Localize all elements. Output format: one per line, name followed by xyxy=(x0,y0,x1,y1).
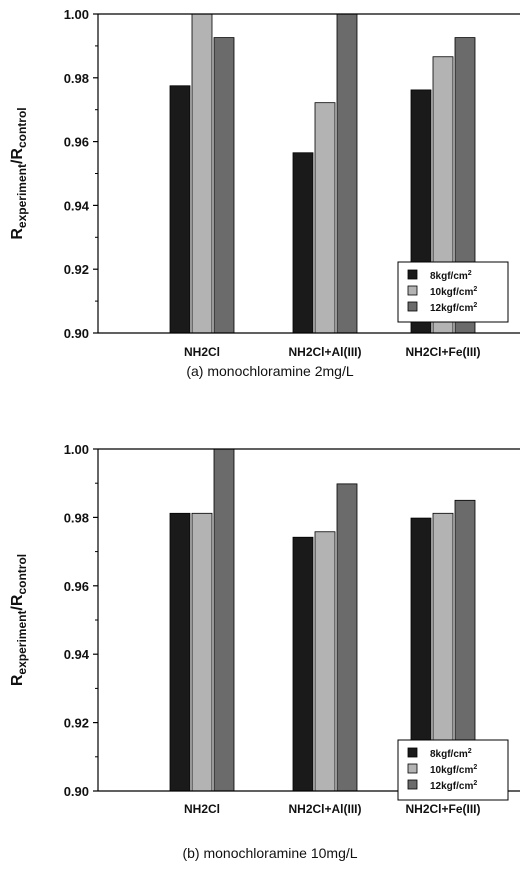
y-axis-label-part: /R xyxy=(9,594,26,610)
x-tick-label: NH2Cl+Al(III) xyxy=(288,802,361,816)
bar-nh2cl-al-iii--series2 xyxy=(314,102,336,334)
legend-label: 10kgf/cm2 xyxy=(430,764,477,776)
y-tick-label: 0.94 xyxy=(64,647,90,662)
legend-swatch xyxy=(407,763,418,774)
legend-label: 8kgf/cm2 xyxy=(430,748,472,760)
y-axis-label-part: control xyxy=(15,554,29,595)
y-tick-label: 0.94 xyxy=(64,198,90,213)
y-tick-label: 0.90 xyxy=(64,326,89,341)
x-tick-label: NH2Cl xyxy=(184,802,220,816)
legend-swatch xyxy=(407,301,418,312)
bar-nh2cl-series2 xyxy=(191,512,213,792)
legend-swatch xyxy=(407,779,418,790)
x-tick-label: NH2Cl+Fe(III) xyxy=(405,345,480,359)
chart-2: NH2Cl NH2Cl+Al(III) NH2Cl+Fe(III) 0.90 0.92 0… xyxy=(9,442,520,861)
legend-swatch xyxy=(407,747,418,758)
x-tick-label: NH2Cl+Fe(III) xyxy=(405,802,480,816)
bar-nh2cl-al-iii--series1 xyxy=(292,152,314,334)
bar-nh2cl-series1 xyxy=(169,512,191,792)
legend-label: 12kgf/cm2 xyxy=(430,780,477,792)
legend-label-superscript: 2 xyxy=(473,780,477,787)
y-axis-label-part: control xyxy=(15,107,29,148)
y-axis-label-part: R xyxy=(9,228,26,240)
x-tick-label: NH2Cl xyxy=(184,345,220,359)
y-tick-label: 1.00 xyxy=(64,442,89,457)
y-axis-label: Rexperiment/Rcontrol xyxy=(9,554,29,686)
legend-label-superscript: 2 xyxy=(473,286,477,293)
y-tick-label: 0.92 xyxy=(64,262,89,277)
y-axis-label: Rexperiment/Rcontrol xyxy=(9,107,29,239)
y-axis-label-part: R xyxy=(9,674,26,686)
legend-label-text: 10kgf/cm xyxy=(430,765,473,776)
legend-swatch xyxy=(407,269,418,280)
bar-nh2cl-al-iii--series1 xyxy=(292,536,314,792)
legend-label-text: 8kgf/cm xyxy=(430,271,468,282)
chart-caption: (a) monochloramine 2mg/L xyxy=(186,363,354,379)
y-tick-label: 0.96 xyxy=(64,579,89,594)
legend-label: 8kgf/cm2 xyxy=(430,270,472,282)
x-tick-label: NH2Cl+Al(III) xyxy=(288,345,361,359)
legend-label-superscript: 2 xyxy=(473,302,477,309)
legend-label-text: 12kgf/cm xyxy=(430,303,473,314)
chart-caption: (b) monochloramine 10mg/L xyxy=(182,845,357,861)
chart-1: NH2Cl NH2Cl+Al(III) NH2Cl+Fe(III) 0.90 0.92 0… xyxy=(9,7,520,379)
bar-nh2cl-series2 xyxy=(191,13,213,334)
y-tick-label: 0.98 xyxy=(64,71,89,86)
legend-label-superscript: 2 xyxy=(468,748,472,755)
bar-nh2cl-al-iii--series3 xyxy=(336,13,358,334)
bar-nh2cl-series3 xyxy=(213,448,235,792)
y-tick-label: 0.96 xyxy=(64,135,89,150)
bar-nh2cl-series3 xyxy=(213,37,235,334)
legend-label-superscript: 2 xyxy=(473,764,477,771)
legend-label-text: 8kgf/cm xyxy=(430,749,468,760)
legend-label: 10kgf/cm2 xyxy=(430,286,477,298)
y-tick-label: 0.90 xyxy=(64,784,89,799)
bar-nh2cl-series1 xyxy=(169,85,191,334)
y-tick-label: 0.98 xyxy=(64,510,89,525)
y-tick-label: 1.00 xyxy=(64,7,89,22)
legend-swatch xyxy=(407,285,418,296)
legend-label-text: 10kgf/cm xyxy=(430,287,473,298)
legend-label-superscript: 2 xyxy=(468,270,472,277)
bar-nh2cl-al-iii--series2 xyxy=(314,531,336,792)
y-tick-label: 0.92 xyxy=(64,716,89,731)
legend-label-text: 12kgf/cm xyxy=(430,781,473,792)
legend-label: 12kgf/cm2 xyxy=(430,302,477,314)
y-axis-label-part: experiment xyxy=(15,611,29,675)
bar-nh2cl-al-iii--series3 xyxy=(336,483,358,792)
y-axis-label-part: experiment xyxy=(15,164,29,228)
y-axis-label-part: /R xyxy=(9,148,26,164)
